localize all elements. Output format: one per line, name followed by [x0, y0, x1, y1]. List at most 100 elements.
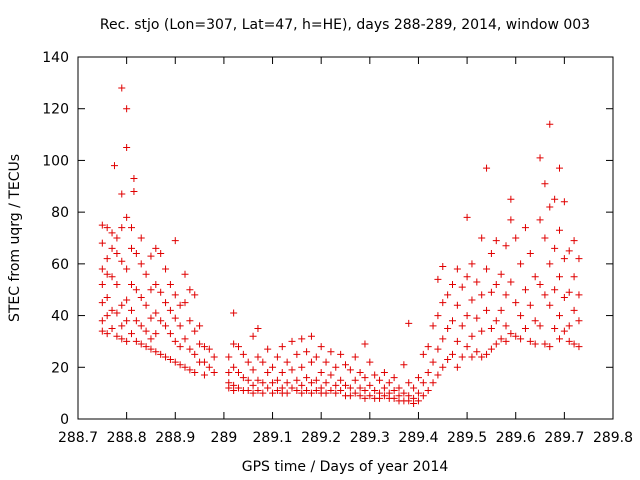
data-point [458, 353, 466, 361]
data-point [449, 281, 456, 289]
data-point [487, 288, 495, 296]
y-tick-label: 20 [51, 360, 69, 376]
data-point [449, 317, 456, 325]
data-point [244, 358, 252, 366]
data-point [463, 343, 471, 351]
data-point [487, 345, 495, 353]
data-point [147, 335, 155, 343]
data-point [128, 306, 135, 314]
data-point [419, 379, 427, 387]
data-point [307, 358, 315, 366]
data-point [123, 213, 131, 221]
data-point [468, 260, 476, 268]
data-point [536, 154, 544, 162]
data-point [254, 325, 262, 332]
data-point [478, 234, 486, 242]
data-point [429, 322, 437, 330]
data-point [142, 327, 150, 335]
data-point [273, 376, 281, 384]
data-point [468, 296, 476, 304]
data-point [546, 260, 554, 268]
data-point [176, 322, 184, 330]
data-point [361, 387, 369, 395]
data-point [410, 384, 418, 392]
data-point [526, 250, 534, 258]
data-point [434, 345, 442, 353]
data-point [439, 262, 447, 270]
data-point [366, 381, 374, 389]
data-point [517, 335, 525, 343]
data-point [230, 340, 238, 348]
data-point [137, 260, 145, 268]
data-point [414, 374, 422, 382]
data-point [307, 379, 315, 387]
data-point [497, 270, 505, 278]
data-point [463, 312, 471, 320]
data-point [288, 366, 296, 374]
data-point [147, 314, 155, 322]
data-point [536, 281, 544, 289]
data-point [473, 278, 481, 286]
data-point [152, 348, 160, 356]
data-point [147, 345, 155, 353]
data-point [225, 368, 233, 376]
data-point [361, 374, 369, 382]
data-point [410, 399, 418, 407]
data-point [210, 353, 218, 361]
data-point [176, 343, 184, 351]
data-point [152, 281, 160, 289]
data-point [468, 332, 476, 340]
data-point [371, 387, 379, 395]
x-tick-label: 289.5 [447, 430, 487, 446]
data-point [293, 350, 301, 358]
data-point [390, 374, 398, 382]
data-point [123, 105, 131, 113]
data-point [130, 187, 138, 195]
data-point [113, 234, 121, 242]
x-tick-label: 288.8 [107, 430, 147, 446]
data-point [332, 389, 340, 397]
data-point [293, 376, 301, 384]
data-point [551, 325, 559, 332]
data-point [497, 335, 505, 343]
data-point [405, 319, 413, 327]
data-point [196, 340, 204, 348]
data-point [371, 371, 379, 379]
data-point [312, 353, 320, 361]
data-point [346, 392, 354, 400]
x-tick-label: 289.1 [252, 430, 292, 446]
data-point [132, 286, 140, 294]
data-point [113, 332, 121, 340]
data-point [166, 281, 174, 289]
data-point [152, 244, 160, 252]
data-point [327, 387, 335, 395]
data-point [327, 371, 335, 379]
data-point [157, 317, 165, 325]
data-point [128, 281, 135, 289]
data-point [414, 389, 422, 397]
data-point [108, 325, 116, 332]
data-point [541, 291, 549, 299]
data-point [453, 265, 461, 273]
data-point [575, 317, 583, 325]
data-point [487, 325, 495, 332]
data-point [317, 368, 325, 376]
data-point [512, 332, 520, 340]
data-point [565, 247, 573, 255]
data-point [507, 195, 515, 203]
data-point [98, 239, 106, 247]
data-point [147, 286, 155, 294]
data-point [419, 392, 427, 400]
data-point [546, 203, 554, 211]
data-point [249, 381, 257, 389]
data-point [162, 353, 170, 361]
data-point [103, 312, 111, 320]
data-point [351, 389, 359, 397]
data-point [249, 389, 257, 397]
data-point [181, 363, 189, 371]
data-point [186, 317, 194, 325]
data-point [108, 306, 116, 314]
data-point [200, 343, 208, 351]
data-point [191, 350, 199, 358]
data-point [541, 180, 549, 188]
